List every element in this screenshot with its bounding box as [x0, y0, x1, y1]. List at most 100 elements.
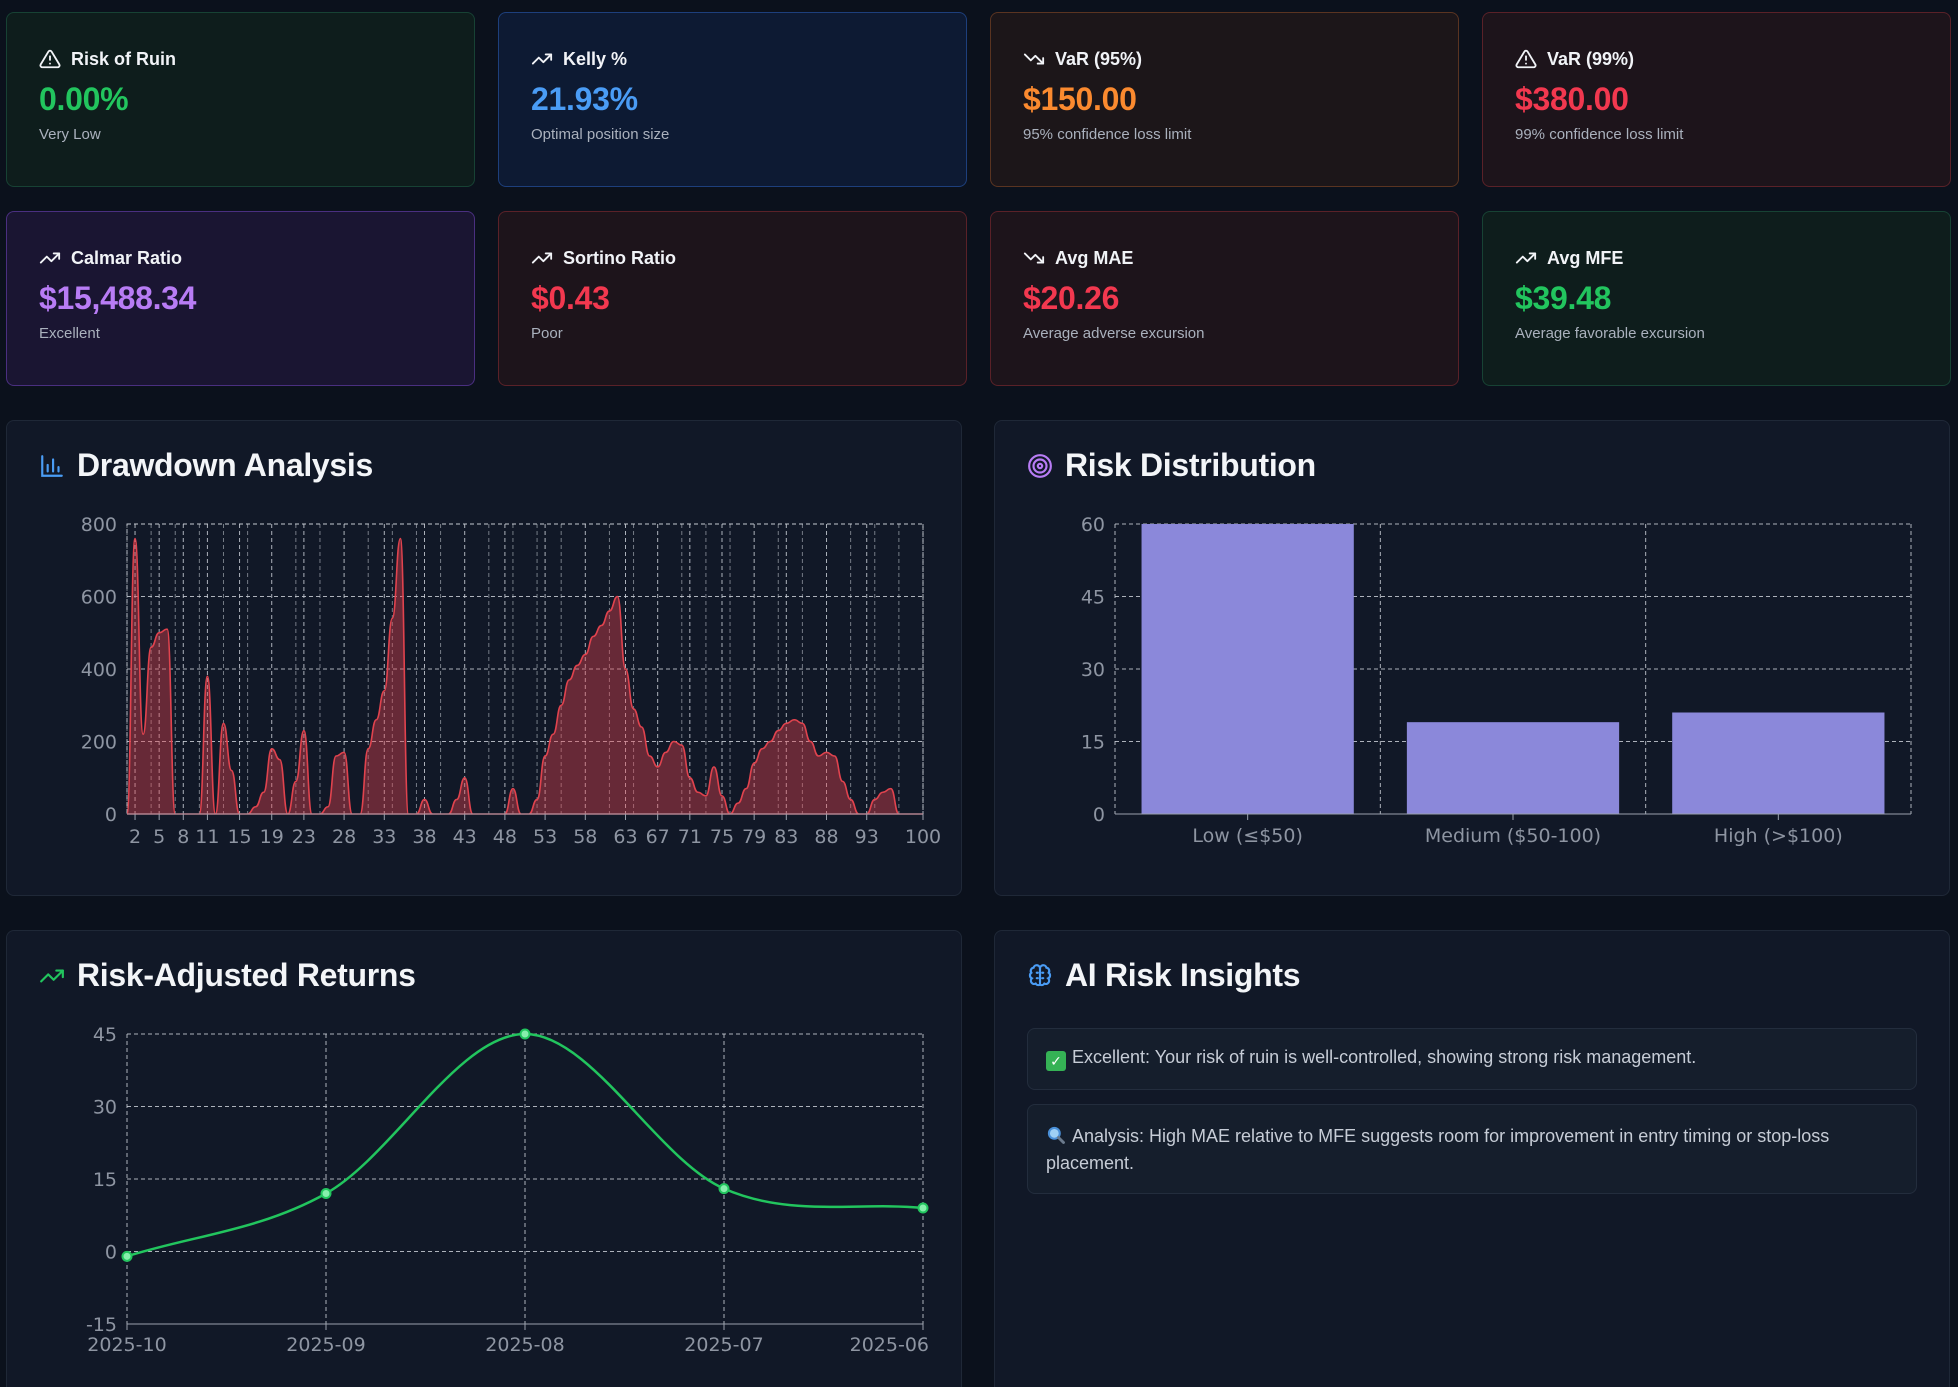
y-tick-label: 45: [93, 1024, 117, 1046]
alert-triangle-icon: [1515, 49, 1537, 69]
metric-title: Sortino Ratio: [563, 247, 676, 268]
data-point: [121, 1250, 133, 1262]
check-box-icon: ✓: [1046, 1051, 1066, 1071]
y-tick-label: 0: [1093, 804, 1105, 826]
metric-card-sortino-ratio: Sortino Ratio $0.43 Poor: [498, 211, 967, 386]
alert-triangle-icon: [39, 49, 61, 69]
metric-title: Avg MAE: [1055, 247, 1134, 268]
risk-adjusted-returns-panel: Risk-Adjusted Returns -15 0 15 30 45 2025-10 2…: [6, 930, 962, 1387]
trending-up-icon: [531, 53, 553, 65]
x-tick-label: 83: [774, 826, 798, 848]
bar-medium: [1406, 722, 1620, 814]
panel-title: Drawdown Analysis: [77, 447, 374, 483]
x-tick-label: 38: [412, 826, 436, 848]
metric-card-calmar-ratio: Calmar Ratio $15,488.34 Excellent: [6, 211, 475, 386]
metric-card-risk-of-ruin: Risk of Ruin 0.00% Very Low: [6, 12, 475, 187]
x-tick-label: 19: [260, 826, 284, 848]
panel-title: Risk Distribution: [1065, 447, 1316, 483]
metric-value: $150.00: [1023, 81, 1137, 117]
y-tick-label: 45: [1081, 587, 1105, 609]
metric-subtitle: Optimal position size: [531, 126, 670, 143]
data-point: [320, 1188, 332, 1199]
metric-title: Risk of Ruin: [71, 48, 177, 69]
metric-card-kelly: Kelly % 21.93% Optimal position size: [498, 12, 967, 187]
insight-text: Excellent: Your risk of ruin is well-con…: [1072, 1047, 1697, 1067]
x-tick-label: 100: [905, 826, 941, 848]
x-tick-label: Low (≤$50): [1192, 825, 1302, 847]
y-tick-label: 15: [1081, 732, 1105, 754]
metric-value: $0.43: [531, 280, 610, 316]
metric-subtitle: Average favorable excursion: [1515, 325, 1705, 342]
metric-subtitle: Poor: [531, 325, 563, 342]
x-tick-label: 2025-07: [684, 1334, 763, 1356]
x-tick-label: 63: [613, 826, 637, 848]
risk-distribution-chart: 0 15 30 45 60 Low (≤$50) Medium ($50-100) High …: [1081, 514, 1912, 847]
y-tick-label: 0: [105, 804, 117, 826]
y-tick-label: 400: [81, 659, 117, 681]
data-point: [917, 1202, 929, 1214]
y-tick-label: -15: [86, 1314, 117, 1336]
insight-text: Analysis: High MAE relative to MFE sugge…: [1046, 1126, 1830, 1173]
y-tick-label: 60: [1081, 514, 1105, 536]
returns-line: [126, 1032, 924, 1258]
x-tick-label: 2025-09: [286, 1334, 365, 1356]
x-tick-label: 71: [678, 826, 702, 848]
x-tick-label: 23: [292, 826, 316, 848]
panel-title: AI Risk Insights: [1065, 957, 1301, 993]
metric-card-var-95: VaR (95%) $150.00 95% confidence loss limi…: [990, 12, 1459, 187]
metric-title: VaR (99%): [1547, 48, 1635, 69]
x-tick-label: 53: [533, 826, 557, 848]
metric-value: $39.48: [1515, 280, 1612, 316]
metric-title: Kelly %: [563, 48, 628, 69]
y-tick-label: 30: [1081, 659, 1105, 681]
x-tick-label: 67: [646, 826, 670, 848]
data-point: [718, 1183, 730, 1195]
trending-up-icon: [531, 252, 553, 264]
x-tick-label: 2025-06: [850, 1334, 929, 1356]
metric-value: $20.26: [1023, 280, 1120, 316]
x-tick-label: 5: [153, 826, 165, 848]
drawdown-area: [126, 537, 923, 815]
metric-value: $380.00: [1515, 81, 1629, 117]
trending-up-icon: [1515, 252, 1537, 264]
y-tick-label: 30: [93, 1097, 117, 1119]
trending-up-icon: [39, 252, 61, 264]
metric-subtitle: 95% confidence loss limit: [1023, 126, 1192, 143]
metric-card-var-99: VaR (99%) $380.00 99% confidence loss limi…: [1482, 12, 1951, 187]
x-tick-label: 93: [855, 826, 879, 848]
metric-subtitle: 99% confidence loss limit: [1515, 126, 1684, 143]
x-tick-label: 88: [814, 826, 838, 848]
metric-title: Calmar Ratio: [71, 247, 183, 268]
y-tick-label: 0: [105, 1242, 117, 1264]
risk-adjusted-returns-chart: -15 0 15 30 45 2025-10 2025-09 2025-08 2025-07 20…: [86, 1024, 929, 1356]
metric-value: $15,488.34: [39, 280, 197, 316]
y-tick-label: 600: [81, 587, 117, 609]
metric-value: 0.00%: [39, 81, 129, 117]
metric-subtitle: Average adverse excursion: [1023, 325, 1205, 342]
x-tick-label: 28: [332, 826, 356, 848]
metric-value: 21.93%: [531, 81, 638, 117]
bar-low: [1141, 524, 1354, 814]
magnifier-icon: [1047, 1126, 1065, 1144]
bar-chart-icon: [41, 454, 63, 477]
metric-card-avg-mfe: Avg MFE $39.48 Average favorable excursion: [1482, 211, 1951, 386]
x-tick-label: 2025-08: [485, 1334, 564, 1356]
ai-risk-insights-panel: AI Risk Insights ✓ Excellent: Your risk o…: [994, 930, 1950, 1387]
x-tick-label: High (>$100): [1714, 825, 1843, 847]
x-tick-label: 11: [195, 826, 219, 848]
metric-title: VaR (95%): [1055, 48, 1143, 69]
trending-down-icon: [1023, 252, 1045, 264]
x-tick-label: 75: [710, 826, 734, 848]
trending-up-icon: [40, 969, 64, 982]
metric-subtitle: Very Low: [39, 126, 101, 143]
trending-down-icon: [1023, 53, 1045, 65]
x-tick-label: 15: [227, 826, 251, 848]
metric-title: Avg MFE: [1547, 247, 1624, 268]
x-tick-label: 8: [177, 826, 189, 848]
y-tick-label: 200: [81, 732, 117, 754]
x-tick-label: 48: [493, 826, 517, 848]
x-tick-label: 43: [453, 826, 477, 848]
x-tick-label: 79: [742, 826, 766, 848]
bar-high: [1672, 712, 1885, 814]
